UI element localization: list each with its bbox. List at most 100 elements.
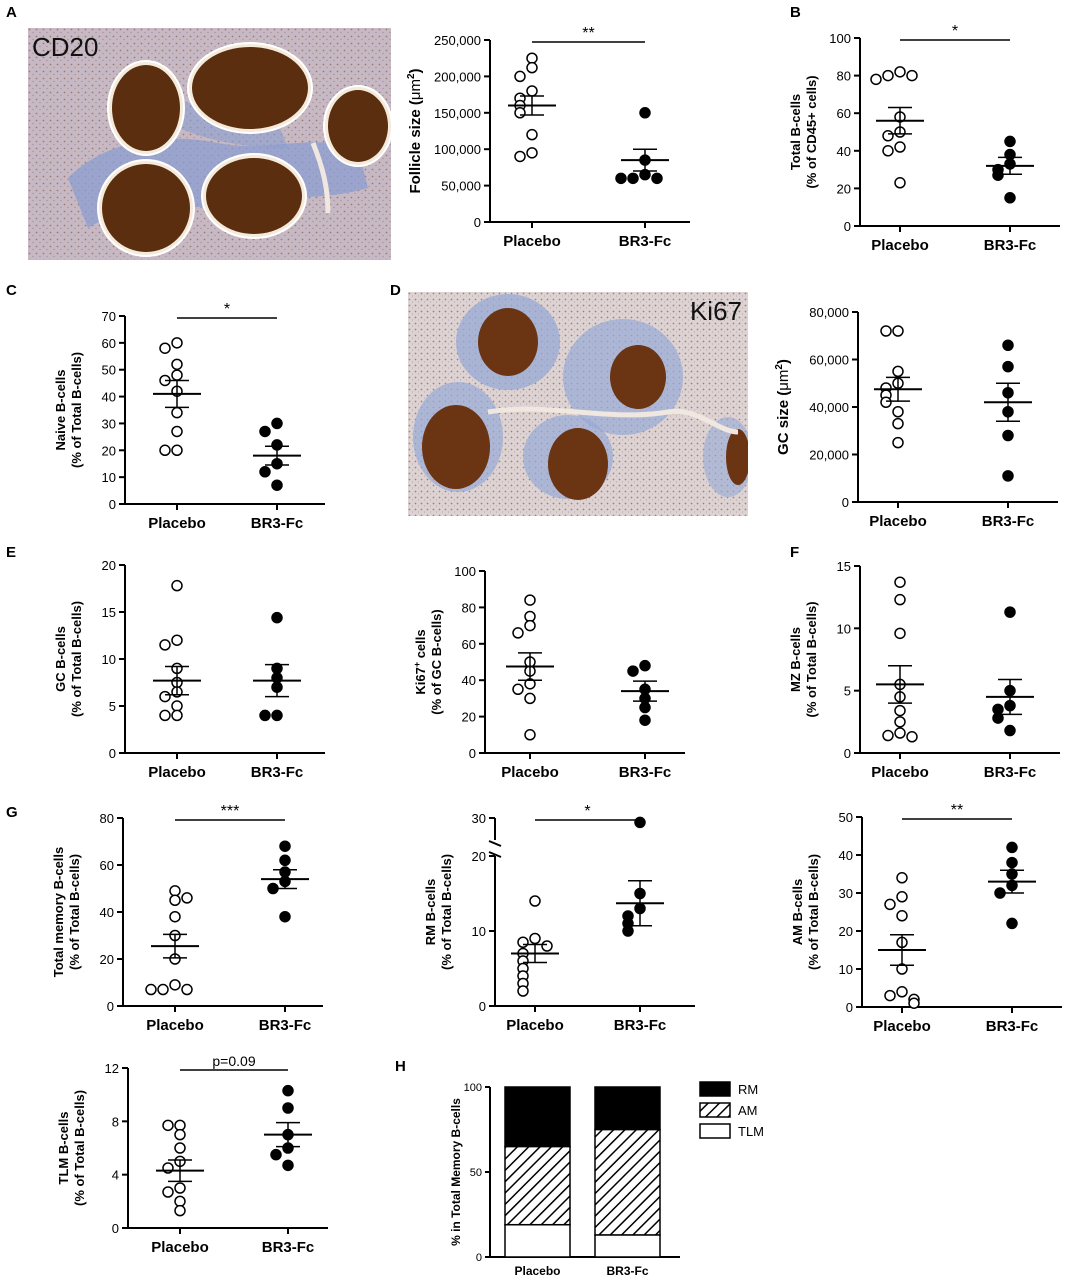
data-point [894, 727, 906, 739]
y-tick-label: 0 [469, 746, 476, 761]
bar-segment-rm [594, 1086, 661, 1131]
y-tick-label: 40,000 [809, 400, 849, 415]
data-point [892, 325, 904, 337]
data-point [169, 885, 181, 897]
data-point [174, 1204, 186, 1217]
data-point [894, 177, 906, 189]
y-axis-label-line: (% of Total B-cells) [806, 854, 821, 970]
data-point [880, 396, 892, 408]
panel-label-c: C [6, 282, 17, 299]
x-tick-label: Placebo [873, 1018, 931, 1035]
axis-break-mark [488, 840, 502, 847]
data-point [884, 898, 896, 911]
y-axis-label-line: MZ B-cells [788, 627, 803, 692]
data-point [892, 365, 904, 378]
data-point [259, 709, 271, 722]
x-tick-label: BR3-Fc [619, 233, 672, 250]
data-point [171, 444, 183, 457]
data-point [517, 936, 529, 948]
x-tick-label: BR3-Fc [982, 513, 1035, 530]
data-point [526, 128, 538, 141]
y-tick-label: 30 [839, 886, 853, 901]
chart-total-b: 0 20 40 60 80 100 Placebo BR3-Fc Total B-cells(%… [788, 23, 1060, 254]
data-point [896, 872, 908, 884]
x-tick-label: Placebo [871, 237, 929, 254]
y-axis-label-line: RM B-cells [423, 879, 438, 945]
panel-label-b: B [790, 4, 801, 21]
data-point [529, 895, 541, 907]
data-point [514, 107, 526, 119]
ki67-gc-1 [478, 308, 538, 376]
y-tick-label: 50 [102, 363, 116, 378]
data-point [271, 709, 283, 722]
y-tick-label: 40 [102, 390, 116, 405]
y-axis-label-line: (% of Total B-cells) [72, 1090, 87, 1206]
data-point [1002, 339, 1014, 351]
y-tick-label: 15 [102, 605, 116, 620]
y-axis-label-line: (% of Total B-cells) [69, 352, 84, 468]
data-point [992, 712, 1004, 724]
panel-label-a: A [6, 4, 17, 21]
data-point [162, 1119, 174, 1132]
chart-gc-b: 0 5 10 15 20 Placebo BR3-Fc GC B-cells(% of Tot… [53, 558, 325, 781]
data-point [639, 659, 651, 672]
y-axis-label: RM B-cells(% of Total B-cells) [423, 854, 454, 970]
data-point [524, 692, 536, 705]
y-tick-label: 100 [464, 1082, 482, 1094]
y-tick-label: 0 [846, 1000, 853, 1015]
bar-segment-am [594, 1128, 661, 1236]
data-point [634, 816, 646, 829]
y-tick-label: 50 [470, 1167, 482, 1179]
y-tick-label: 200,000 [434, 69, 481, 84]
data-point [517, 985, 529, 997]
data-point [159, 444, 171, 457]
chart-mz-b: 0 5 10 15 Placebo BR3-Fc MZ B-cells(% of Total… [788, 559, 1060, 781]
y-axis-label: Follicle size (μm2) [406, 68, 424, 193]
data-point [279, 840, 291, 852]
y-axis-label-line: AM B-cells [790, 879, 805, 945]
data-point [894, 576, 906, 588]
y-axis-label-line: Naive B-cells [53, 370, 68, 451]
y-tick-label: 70 [102, 309, 116, 324]
data-point [181, 983, 193, 996]
data-point [259, 425, 271, 438]
y-axis-label-line: Total B-cells [788, 94, 803, 170]
y-tick-label: 50 [839, 810, 853, 825]
y-tick-label: 10 [837, 621, 851, 636]
bar-segment-am [504, 1145, 571, 1226]
y-axis-label: Total B-cells(% of CD45+ cells) [788, 75, 819, 188]
legend-swatch [699, 1123, 731, 1139]
significance-label: * [584, 803, 590, 820]
panel-label-f: F [790, 544, 800, 561]
y-tick-label: 5 [109, 699, 116, 714]
y-axis-label: GC B-cells(% of Total B-cells) [53, 601, 84, 717]
data-point [174, 1128, 186, 1141]
ki67-label: Ki67 [689, 296, 742, 326]
y-axis-label-line: (% of Total B-cells) [439, 854, 454, 970]
y-tick-label: 15 [837, 559, 851, 574]
data-point [526, 147, 538, 159]
data-point [639, 701, 651, 714]
data-point [174, 1182, 186, 1194]
legend-label: TLM [738, 1124, 764, 1139]
y-tick-label: 150,000 [434, 106, 481, 121]
data-point [880, 325, 892, 337]
y-tick-label: 60 [100, 858, 114, 873]
data-point [882, 130, 894, 142]
y-tick-label: 0 [476, 1252, 482, 1264]
y-axis-label-line: (% of Total B-cells) [804, 601, 819, 717]
y-axis-label-line: TLM B-cells [56, 1112, 71, 1185]
data-point [615, 172, 627, 185]
data-point [526, 61, 538, 74]
data-point [1002, 470, 1014, 482]
chart-memory-composition: 0 50 100% in Total Memory B-cells Placebo BR… [449, 1081, 764, 1278]
data-point [651, 172, 663, 185]
data-point [171, 369, 183, 381]
y-tick-label: 80 [837, 69, 851, 84]
data-point [882, 729, 894, 742]
data-point [639, 714, 651, 726]
x-tick-label: BR3-Fc [262, 1239, 315, 1256]
y-axis-label: Total memory B-cells(% of Total B-cells) [51, 847, 82, 978]
y-tick-label: 0 [109, 746, 116, 761]
data-point [174, 1119, 186, 1132]
